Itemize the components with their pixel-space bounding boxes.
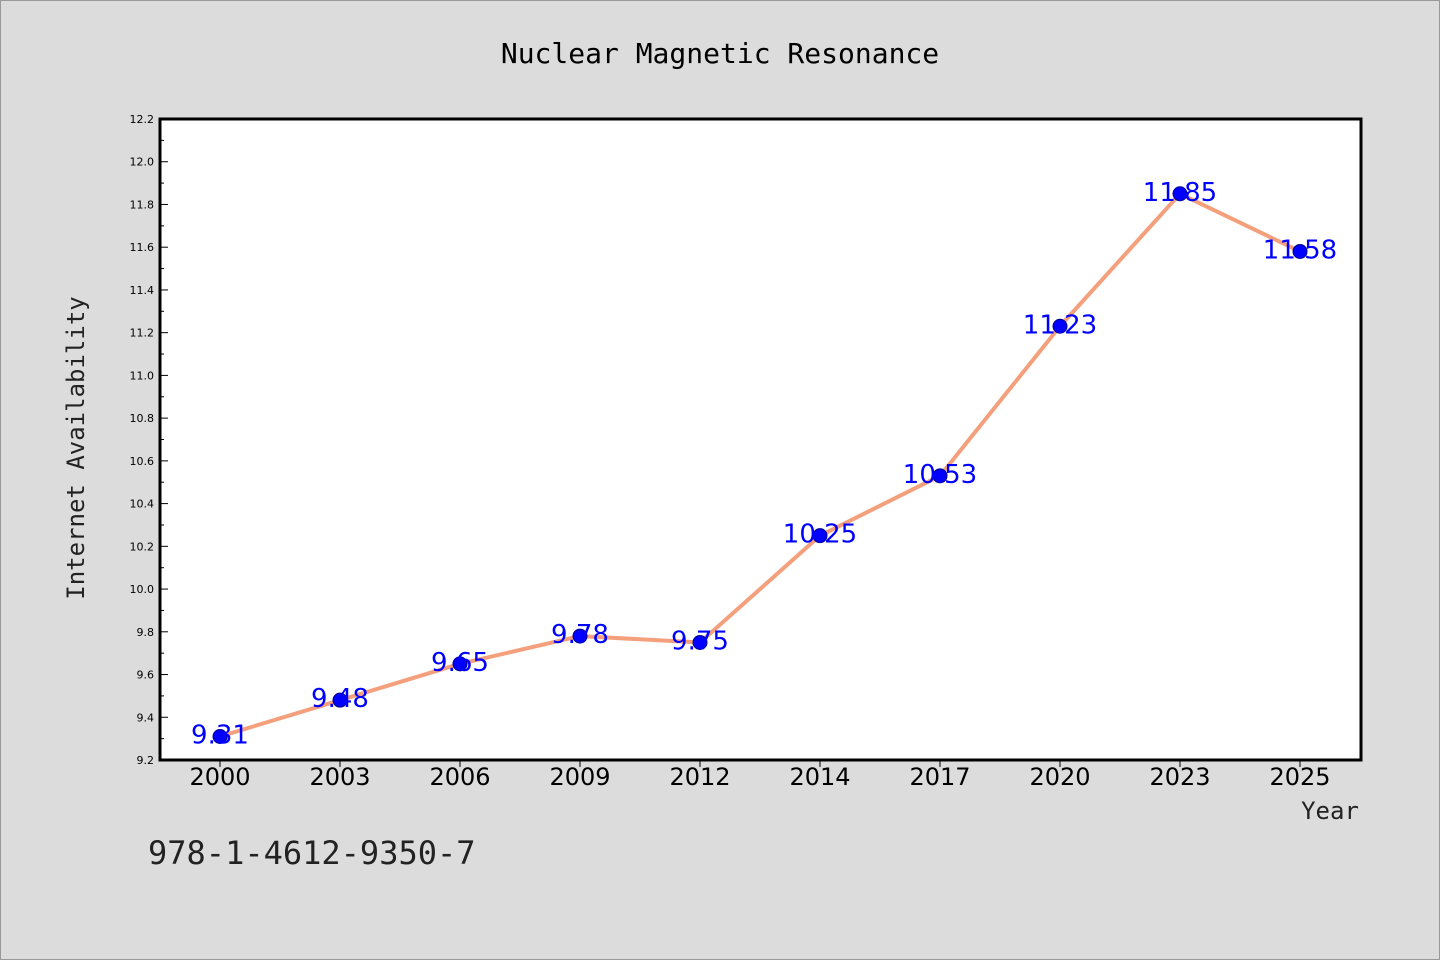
y-tick-label: 11.4 (130, 284, 155, 297)
chart-title: Nuclear Magnetic Resonance (501, 37, 939, 70)
x-tick-label: 2017 (909, 763, 970, 791)
data-point (1292, 243, 1308, 259)
data-label: 10.53 (903, 460, 977, 490)
data-point (812, 528, 828, 544)
y-axis: 9.2 9.4 9.6 9.8 10.0 10.2 10.4 10.6 10.8 11.0 11.2… (130, 113, 168, 767)
data-point (572, 628, 588, 644)
y-tick-label: 11.2 (130, 327, 155, 340)
y-tick-label: 10.2 (130, 540, 155, 553)
data-label: 11.58 (1263, 235, 1337, 265)
y-tick-label: 12.0 (130, 156, 155, 169)
data-point (452, 656, 468, 672)
y-tick-label: 9.2 (137, 754, 155, 767)
data-point (1172, 186, 1188, 202)
y-tick-label: 10.0 (130, 583, 155, 596)
y-tick-label: 11.8 (130, 198, 155, 211)
x-axis: 2000 2003 2006 2009 2012 2014 2017 2020 2023 2025 (189, 760, 1331, 791)
data-label: 9.48 (311, 684, 369, 714)
data-label: 9.31 (191, 720, 249, 750)
isbn-caption: 978-1-4612-9350-7 (148, 834, 476, 872)
plot-area (158, 117, 1363, 762)
y-tick-label: 10.8 (130, 412, 155, 425)
y-tick-label: 11.0 (130, 369, 155, 382)
x-tick-label: 2012 (669, 763, 730, 791)
y-tick-label: 10.4 (130, 498, 155, 511)
data-labels: 9.31 9.48 9.65 9.78 9.75 10.25 10.53 11.23 11.85… (191, 178, 1337, 751)
x-tick-label: 2025 (1269, 763, 1330, 791)
data-label: 9.78 (551, 620, 609, 650)
y-tick-label: 9.6 (137, 669, 155, 682)
data-label: 11.85 (1143, 178, 1217, 208)
x-tick-label: 2023 (1149, 763, 1210, 791)
series-line (219, 191, 1301, 739)
y-tick-label: 9.8 (137, 626, 155, 639)
x-tick-label: 2020 (1029, 763, 1090, 791)
y-axis-label: Internet Availability (62, 296, 90, 599)
x-tick-label: 2009 (549, 763, 610, 791)
y-tick-label: 10.6 (130, 455, 155, 468)
data-point (692, 634, 708, 650)
data-point (1052, 318, 1068, 334)
data-point (932, 468, 948, 484)
x-tick-label: 2003 (309, 763, 370, 791)
x-axis-label: Year (1301, 797, 1359, 825)
y-tick-label: 12.2 (130, 113, 155, 126)
x-tick-label: 2000 (189, 763, 250, 791)
data-point (332, 692, 348, 708)
y-tick-label: 9.4 (137, 711, 155, 724)
data-point (212, 728, 228, 744)
data-label: 11.23 (1023, 310, 1097, 340)
x-tick-label: 2014 (789, 763, 850, 791)
y-tick-label: 11.6 (130, 241, 155, 254)
series-line-group (212, 186, 1308, 744)
x-tick-label: 2006 (429, 763, 490, 791)
data-label: 9.75 (671, 626, 729, 656)
data-label: 9.65 (431, 648, 489, 678)
data-label: 10.25 (783, 520, 857, 550)
